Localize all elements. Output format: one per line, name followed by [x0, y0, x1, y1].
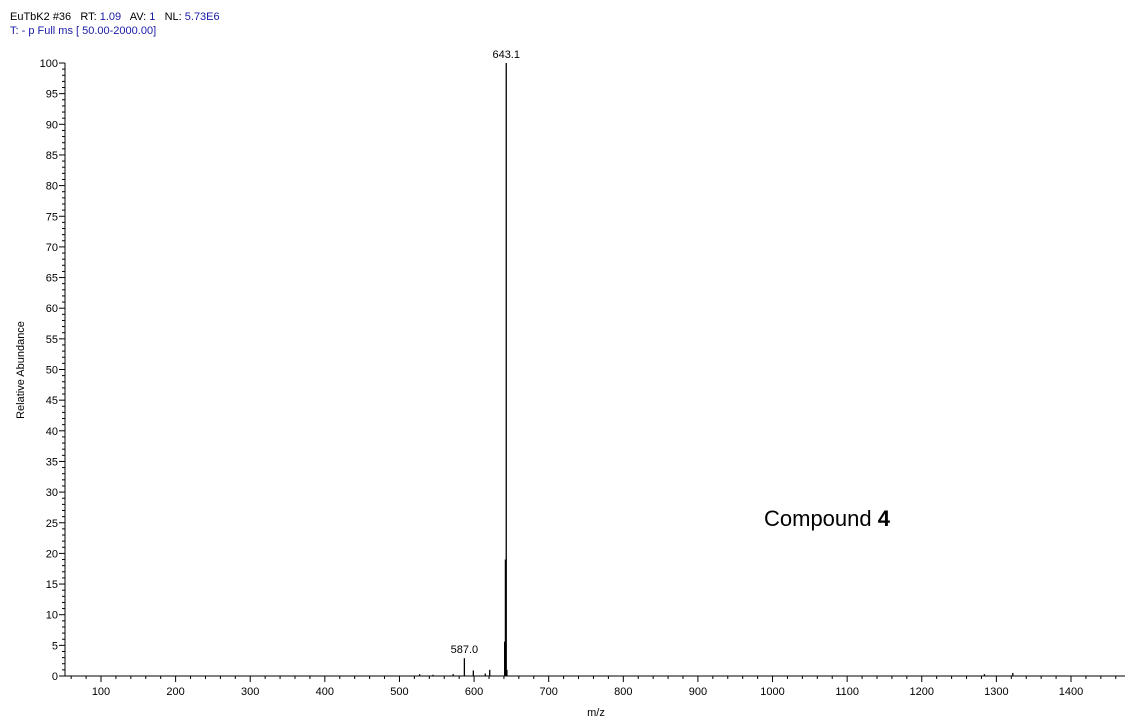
y-tick-label: 35 — [46, 456, 58, 468]
x-tick-label: 500 — [390, 686, 408, 698]
x-tick-label: 200 — [166, 686, 184, 698]
y-tick-label: 45 — [46, 395, 58, 407]
peak-label: 587.0 — [451, 644, 479, 656]
compound-annotation: Compound 4 — [764, 506, 891, 531]
rt-value: 1.09 — [99, 11, 122, 23]
y-tick-label: 65 — [46, 273, 58, 285]
nl-value: 5.73E6 — [184, 11, 220, 23]
annotation-text: Compound — [764, 506, 878, 531]
x-tick-label: 700 — [540, 686, 558, 698]
x-tick-label: 1300 — [984, 686, 1008, 698]
av-label: AV: — [129, 11, 147, 23]
y-tick-label: 85 — [46, 150, 58, 162]
y-tick-label: 75 — [46, 211, 58, 223]
file-name: EuTbK2 — [10, 11, 50, 23]
filter-text: T: - p Full ms [ 50.00-2000.00] — [10, 25, 157, 37]
x-tick-label: 800 — [614, 686, 632, 698]
x-tick-label: 400 — [316, 686, 334, 698]
y-tick-label: 40 — [46, 426, 58, 438]
y-tick-label: 15 — [46, 579, 58, 591]
y-tick-label: 100 — [40, 58, 58, 70]
x-tick-label: 1200 — [910, 686, 934, 698]
rt-label: RT: — [80, 11, 97, 23]
y-tick-label: 25 — [46, 518, 58, 530]
nl-label: NL: — [164, 11, 182, 23]
y-tick-label: 10 — [46, 610, 58, 622]
y-axis-label: Relative Abundance — [15, 321, 27, 419]
peak-label: 643.1 — [492, 49, 520, 61]
x-tick-label: 1400 — [1059, 686, 1083, 698]
y-tick-label: 80 — [46, 181, 58, 193]
y-tick-label: 70 — [46, 242, 58, 254]
y-tick-label: 50 — [46, 365, 58, 377]
x-tick-label: 600 — [465, 686, 483, 698]
scan-filter: T: - p Full ms [ 50.00-2000.00] — [10, 25, 156, 37]
x-tick-label: 1000 — [760, 686, 784, 698]
y-tick-label: 95 — [46, 89, 58, 101]
y-tick-label: 20 — [46, 548, 58, 560]
scan-number: #36 — [52, 11, 72, 23]
x-tick-label: 100 — [92, 686, 110, 698]
y-tick-label: 55 — [46, 334, 58, 346]
av-value: 1 — [149, 11, 156, 23]
chart-axes: 0 5 10 15 20 25 30 35 40 45 50 55 60 65 70 75 80 85 90 95 10… — [40, 58, 1125, 698]
x-tick-label: 300 — [241, 686, 259, 698]
scan-header: EuTbK2 #36 RT: 1.09 AV: 1 NL: 5.73E6 — [10, 11, 220, 23]
x-tick-label: 900 — [689, 686, 707, 698]
y-tick-label: 60 — [46, 303, 58, 315]
y-tick-label: 90 — [46, 119, 58, 131]
y-tick-label: 30 — [46, 487, 58, 499]
y-tick-label: 0 — [52, 671, 58, 683]
x-axis-label: m/z — [587, 707, 605, 719]
x-tick-label: 1100 — [835, 686, 859, 698]
peak-labels: 587.0 643.1 — [451, 49, 520, 656]
y-tick-label: 5 — [52, 640, 58, 652]
peak-series — [418, 63, 1014, 676]
annotation-number: 4 — [878, 506, 891, 531]
